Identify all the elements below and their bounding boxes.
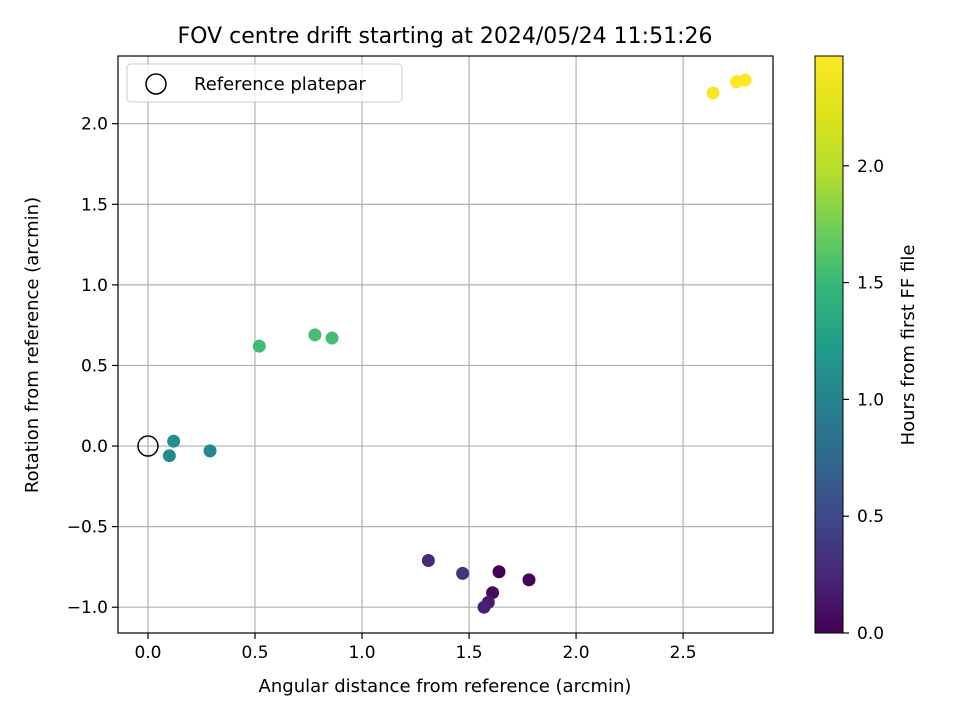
data-point <box>308 328 322 342</box>
x-tick-label: 1.5 <box>456 643 483 663</box>
data-point <box>167 434 181 448</box>
x-axis-label: Angular distance from reference (arcmin) <box>259 676 632 697</box>
y-tick-label: −0.5 <box>67 518 108 538</box>
colorbar-tick-label: 2.0 <box>857 157 884 177</box>
y-tick-label: 1.5 <box>81 195 108 215</box>
colorbar-gradient <box>814 55 844 634</box>
colorbar-tick-label: 0.0 <box>857 624 884 644</box>
data-point <box>492 565 506 579</box>
data-point <box>477 600 491 614</box>
data-point <box>522 573 536 587</box>
colorbar-tick-label: 1.5 <box>857 274 884 294</box>
plot-frame <box>117 55 774 634</box>
legend-marker-reference-icon <box>145 73 167 95</box>
data-point <box>203 444 217 458</box>
data-point <box>706 86 720 100</box>
y-tick-label: 1.0 <box>81 276 108 296</box>
x-tick-label: 2.5 <box>670 643 697 663</box>
data-points <box>137 73 752 614</box>
colorbar-tick-label: 0.5 <box>857 507 884 527</box>
data-point <box>421 553 435 567</box>
data-point <box>486 586 500 600</box>
y-axis-label: Rotation from reference (arcmin) <box>22 197 43 493</box>
x-tick-label: 2.0 <box>563 643 590 663</box>
data-point <box>252 339 266 353</box>
colorbar: 0.0 0.5 1.0 1.5 2.0 Hours from first FF file <box>814 55 919 644</box>
axis-ticks: 0.0 0.5 1.0 1.5 2.0 2.5 −1.0 −0.5 0.0 0.5 1.0 1.5 2.… <box>67 115 697 663</box>
colorbar-ticks: 0.0 0.5 1.0 1.5 2.0 <box>843 157 884 644</box>
grid-lines <box>118 56 773 633</box>
data-point <box>456 566 470 580</box>
data-point <box>162 449 176 463</box>
chart-title: FOV centre drift starting at 2024/05/24 … <box>178 24 713 49</box>
x-tick-label: 0.5 <box>241 643 268 663</box>
data-point <box>738 73 752 87</box>
colorbar-tick-label: 1.0 <box>857 390 884 410</box>
legend-box <box>126 63 403 103</box>
data-point <box>325 331 339 345</box>
x-tick-label: 1.0 <box>348 643 375 663</box>
colorbar-label: Hours from first FF file <box>898 245 919 446</box>
legend-entry-reference: Reference platepar <box>194 74 366 95</box>
y-tick-label: 2.0 <box>81 115 108 135</box>
y-tick-label: 0.5 <box>81 356 108 376</box>
y-tick-label: 0.0 <box>81 437 108 457</box>
y-tick-label: −1.0 <box>67 598 108 618</box>
x-tick-label: 0.0 <box>134 643 161 663</box>
legend: Reference platepar <box>126 63 403 103</box>
reference-platepar-marker <box>137 435 159 457</box>
